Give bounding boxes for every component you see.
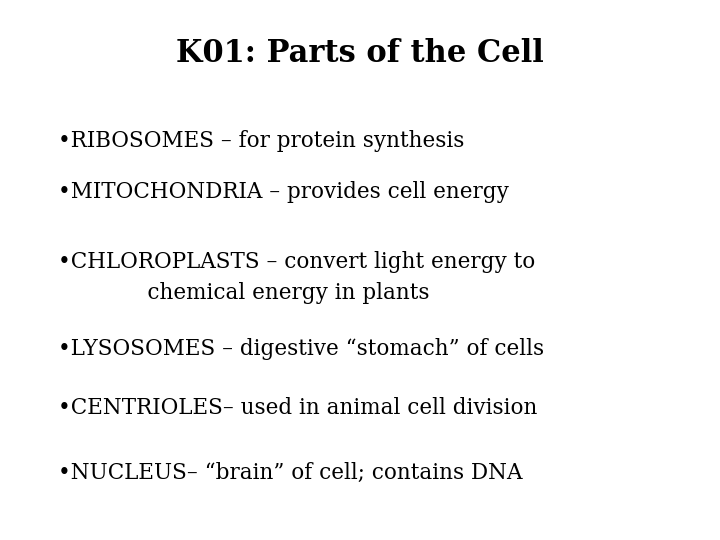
Text: •LYSOSOMES – digestive “stomach” of cells: •LYSOSOMES – digestive “stomach” of cell… [58, 338, 544, 360]
Text: •CENTRIOLES– used in animal cell division: •CENTRIOLES– used in animal cell divisio… [58, 397, 537, 419]
Text: •RIBOSOMES – for protein synthesis: •RIBOSOMES – for protein synthesis [58, 130, 464, 152]
Text: •MITOCHONDRIA – provides cell energy: •MITOCHONDRIA – provides cell energy [58, 181, 508, 203]
Text: •CHLOROPLASTS – convert light energy to
             chemical energy in plants: •CHLOROPLASTS – convert light energy to … [58, 251, 535, 303]
Text: K01: Parts of the Cell: K01: Parts of the Cell [176, 38, 544, 69]
Text: •NUCLEUS– “brain” of cell; contains DNA: •NUCLEUS– “brain” of cell; contains DNA [58, 462, 522, 484]
